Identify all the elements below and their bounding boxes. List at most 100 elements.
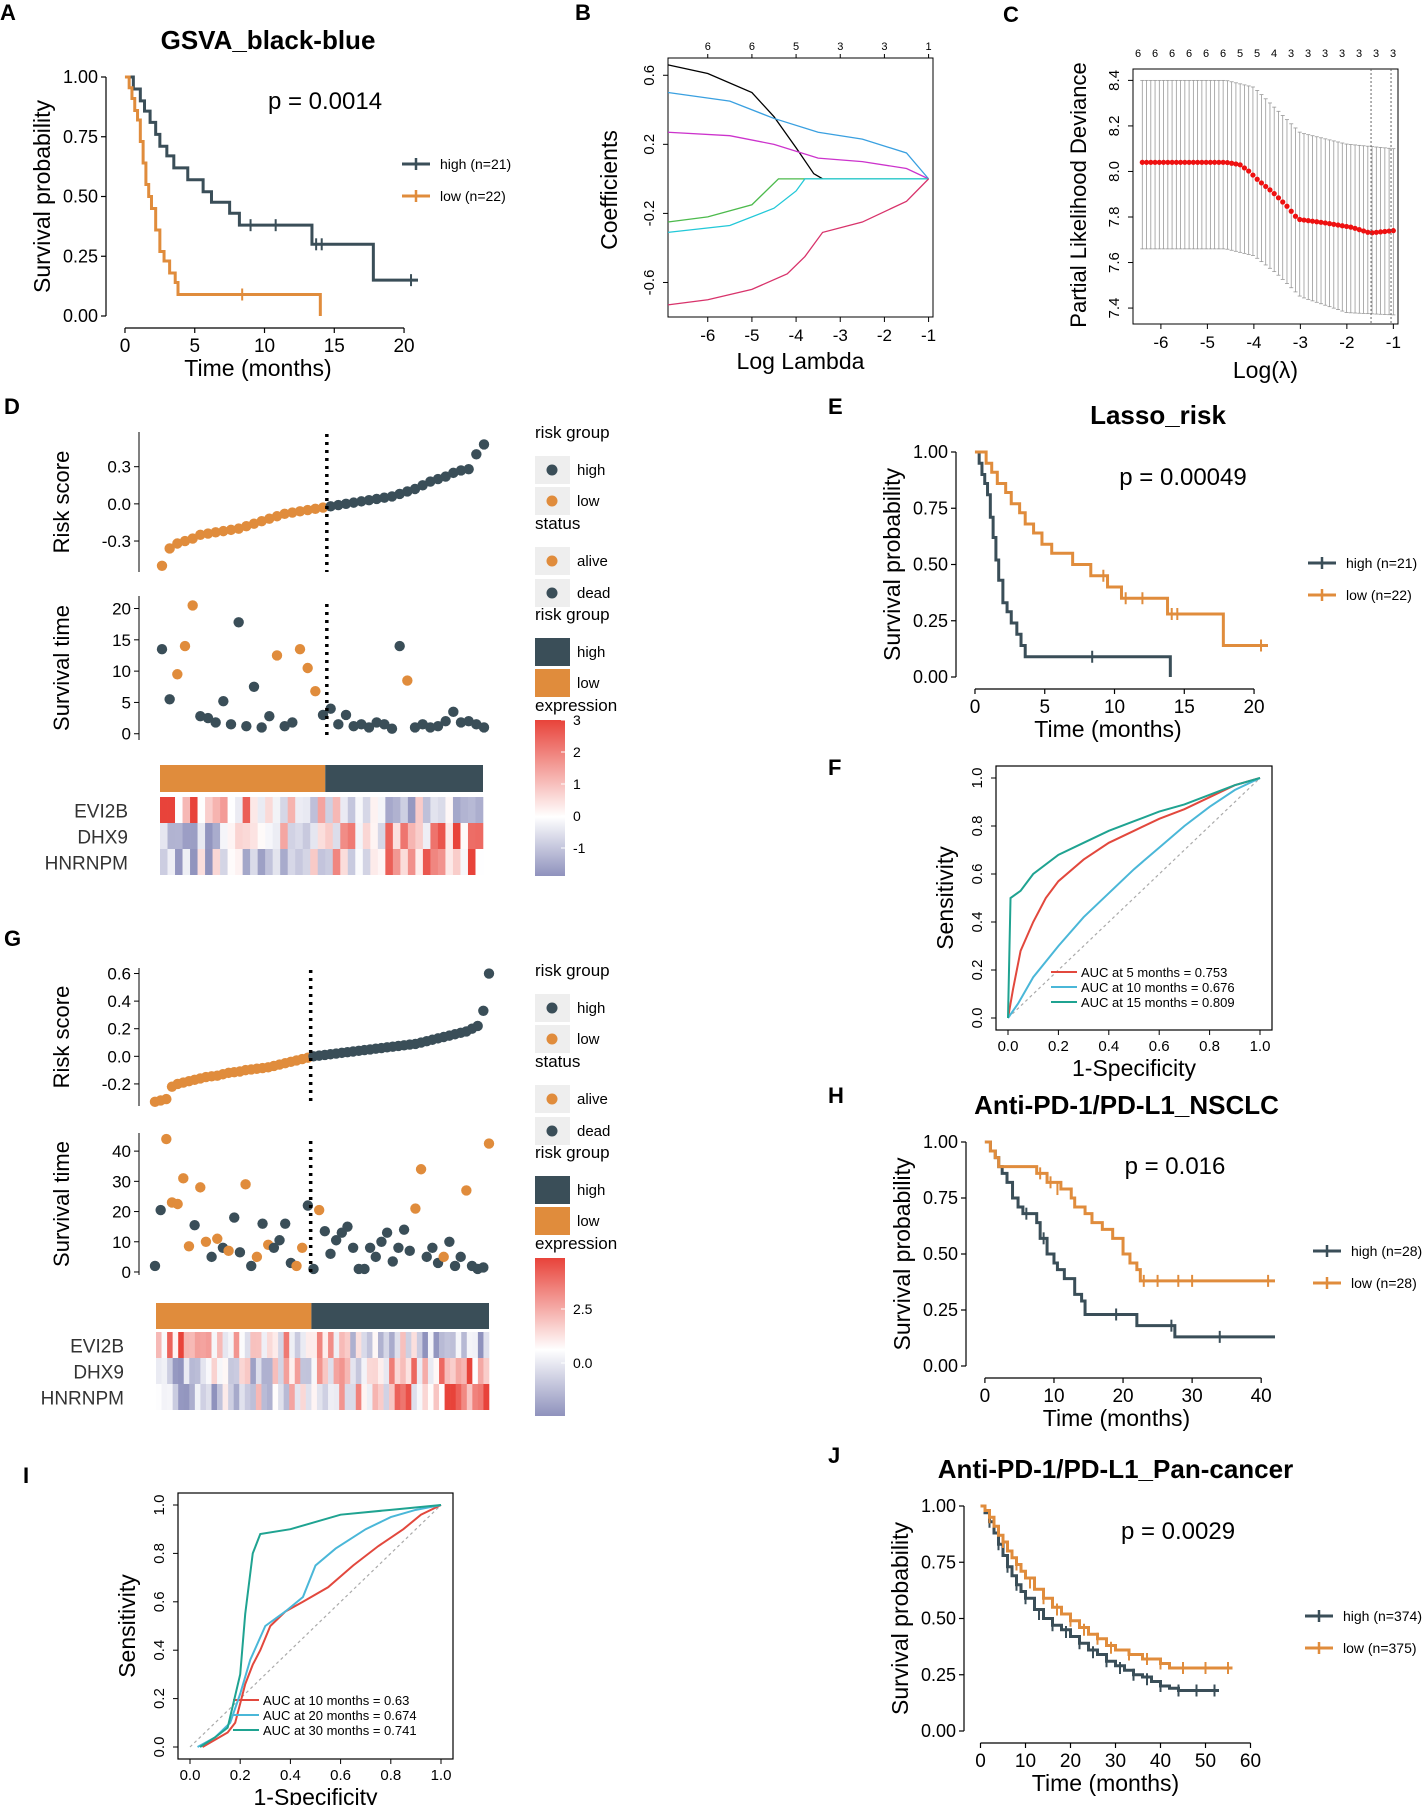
x-axis-label: Time (months) — [1032, 1770, 1179, 1796]
gene-label: HNRNPM — [45, 853, 128, 874]
y-tick-label: 7.6 — [1106, 252, 1123, 273]
heatmap-cell — [394, 1384, 401, 1410]
heatmap-cell — [370, 823, 379, 849]
heatmap-cell — [310, 849, 319, 875]
plot-frame — [1132, 68, 1399, 325]
y-tick-label: 0.00 — [921, 1721, 956, 1741]
heatmap-cell — [300, 1358, 307, 1384]
heatmap-cell — [407, 797, 416, 823]
legend-title: status — [535, 1052, 580, 1071]
survival-time-point — [268, 1242, 280, 1254]
heatmap-cell — [220, 823, 228, 849]
deviance-point — [1275, 195, 1282, 201]
deviance-point — [1331, 221, 1337, 227]
legend-label: high — [577, 1000, 605, 1017]
heatmap-cell — [392, 849, 401, 875]
heatmap-cell — [416, 1332, 423, 1358]
heatmap-cell — [283, 1358, 290, 1384]
legend-label-high: high (n=21) — [1346, 555, 1417, 571]
heatmap-cell — [350, 1332, 357, 1358]
gene-label: DHX9 — [77, 827, 128, 848]
survival-time-point — [325, 703, 336, 714]
heatmap-cell — [305, 1384, 312, 1410]
heatmap-cell — [455, 1332, 462, 1358]
y-tick-label: 0.75 — [63, 127, 98, 147]
risk-score-point — [161, 1093, 172, 1105]
panel-letter-i: I — [23, 1463, 29, 1488]
x-tick-label: 20 — [393, 336, 414, 357]
deviance-point — [1258, 180, 1265, 186]
gene-label: EVI2B — [70, 1336, 124, 1357]
heatmap-cell — [347, 797, 356, 823]
heatmap-cell — [272, 797, 281, 823]
legend-label: low — [577, 675, 600, 692]
heatmap-cell — [466, 1358, 473, 1384]
km-curve-high — [974, 450, 1172, 677]
y-tick-label: 7.8 — [1106, 207, 1123, 228]
survival-time-point — [172, 669, 183, 680]
heatmap-cell — [377, 797, 386, 823]
deviance-point — [1237, 162, 1243, 168]
heatmap-cell — [239, 1384, 246, 1410]
panel-letter-h: H — [828, 1083, 844, 1108]
risk-score-point — [210, 527, 221, 538]
heatmap-cell — [250, 1358, 257, 1384]
deviance-point — [1352, 225, 1358, 231]
legend-label: AUC at 15 months = 0.809 — [1081, 995, 1235, 1010]
heatmap-cell — [250, 1332, 257, 1358]
y-tick-label: 1.0 — [151, 1495, 168, 1516]
heatmap-cell — [361, 1384, 368, 1410]
heatmap-cell — [212, 797, 221, 823]
legend-label-low: low (n=28) — [1351, 1275, 1417, 1291]
heatmap-cell — [322, 1384, 329, 1410]
survival-time-point — [187, 600, 198, 611]
risk-score-point — [294, 506, 306, 517]
heatmap-cell — [415, 849, 424, 875]
heatmap-cell — [400, 797, 409, 823]
y-axis-label: Survival time — [49, 605, 74, 731]
heatmap-cell — [362, 823, 371, 849]
top-tick-label: 3 — [1322, 48, 1328, 60]
heatmap-cell — [461, 1358, 468, 1384]
gene-label: HNRNPM — [41, 1388, 124, 1409]
p-value: p = 0.00049 — [1119, 464, 1246, 491]
heatmap-cell — [183, 1358, 190, 1384]
heatmap-cell — [405, 1358, 412, 1384]
heatmap-cell — [200, 1358, 207, 1384]
x-tick-label: 15 — [1174, 697, 1195, 718]
y-tick-label: 7.4 — [1106, 298, 1123, 319]
heatmap-cell — [389, 1332, 395, 1358]
heatmap-cell — [466, 1332, 473, 1358]
heatmap-cell — [433, 1358, 440, 1384]
heatmap-cell — [295, 849, 304, 875]
legend-label: AUC at 5 months = 0.753 — [1081, 965, 1227, 980]
top-tick-label: 5 — [793, 41, 799, 53]
risk-score-point — [302, 504, 313, 516]
legend-label: high — [577, 1182, 605, 1199]
survival-time-point — [455, 1251, 466, 1263]
top-tick-label: 6 — [749, 41, 755, 53]
y-tick-label: 0.0 — [151, 1737, 168, 1758]
plot-frame — [995, 765, 1273, 1031]
heatmap-cell — [427, 1384, 434, 1410]
heatmap-cell — [280, 849, 288, 875]
y-tick-label: -0.2 — [641, 200, 658, 226]
heatmap-cell — [287, 797, 296, 823]
x-tick-label: 5 — [1039, 697, 1050, 718]
x-axis-label: Time (months) — [184, 355, 331, 381]
x-tick-label: -5 — [1200, 333, 1215, 352]
y-axis-label: Survival probability — [29, 99, 55, 293]
x-tick-label: 20 — [1112, 1386, 1133, 1407]
survival-time-point — [302, 1200, 314, 1211]
y-tick-label: 0.50 — [921, 1609, 956, 1629]
heatmap-cell — [257, 797, 266, 823]
survival-time-point — [410, 1203, 421, 1214]
heatmap-cell — [244, 1358, 251, 1384]
survival-time-point — [483, 1138, 495, 1149]
heatmap-cell — [450, 1384, 456, 1410]
panel-letter-e: E — [828, 394, 843, 419]
heatmap-cell — [430, 849, 439, 875]
y-tick-label: 10 — [112, 662, 131, 681]
coef-path-c6 — [667, 178, 930, 306]
x-tick-label: 40 — [1150, 1751, 1171, 1772]
